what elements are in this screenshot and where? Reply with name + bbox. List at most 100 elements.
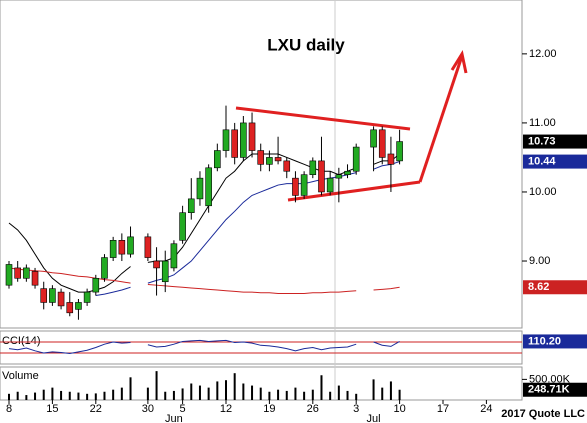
arrow-line xyxy=(418,55,464,183)
price-panel xyxy=(0,0,523,329)
candle-body xyxy=(335,174,343,179)
x-tick-label: 3 xyxy=(353,403,359,415)
volume-bar xyxy=(42,389,45,400)
volume-bar xyxy=(68,391,71,400)
candle-body xyxy=(187,198,195,213)
lower-trendline xyxy=(287,180,421,202)
month-label: Jul xyxy=(367,413,381,423)
candle-body xyxy=(49,288,56,303)
volume-bar xyxy=(8,393,10,400)
candle-body xyxy=(266,157,273,165)
volume-bar xyxy=(329,391,332,400)
x-tick-label: 5 xyxy=(180,403,186,415)
volume-bar xyxy=(34,392,37,400)
candle-body xyxy=(326,177,334,193)
candle-body xyxy=(352,146,360,172)
candle-body xyxy=(101,257,108,279)
volume-bar xyxy=(294,387,297,400)
volume-bar xyxy=(190,383,193,400)
volume-bar xyxy=(216,381,219,400)
volume-bar xyxy=(337,385,340,400)
volume-bar xyxy=(94,393,97,400)
candle-body xyxy=(318,160,325,193)
volume-bar xyxy=(146,387,149,400)
moving-average xyxy=(95,161,400,297)
candle-body xyxy=(274,157,282,162)
candle-body xyxy=(5,264,13,286)
volume-bar xyxy=(198,385,201,400)
copyright: 2017 Quote LLC xyxy=(501,408,585,420)
moving-average xyxy=(8,267,400,294)
x-tick-label: 10 xyxy=(393,403,405,415)
x-tick-label: 24 xyxy=(480,403,492,415)
candle-body xyxy=(248,122,256,151)
volume-bar xyxy=(16,391,19,400)
candle-body xyxy=(66,302,74,314)
candle-body xyxy=(127,236,134,255)
price-badge-label: 10.44 xyxy=(528,155,556,167)
candle-body xyxy=(396,141,403,162)
x-tick-label: 30 xyxy=(142,403,154,415)
price-badge xyxy=(523,280,587,295)
volume-bar xyxy=(285,390,288,400)
y-tick-label: 10.00 xyxy=(529,186,557,198)
x-tick-label: 8 xyxy=(6,403,12,415)
volume-bar xyxy=(389,381,392,400)
candle-body xyxy=(23,267,30,279)
candle-body xyxy=(222,129,230,151)
candle-body xyxy=(57,291,65,307)
volume-bar xyxy=(259,387,262,400)
candle-body xyxy=(309,160,317,176)
volume-bar xyxy=(311,389,314,400)
volume-bar xyxy=(164,391,167,400)
upper-trendline xyxy=(235,106,411,131)
price-badge-label: 10.73 xyxy=(528,135,556,147)
volume-badge-label: 248.71K xyxy=(528,384,570,396)
candle-body xyxy=(40,288,48,303)
candle-body xyxy=(214,150,221,169)
cci-label: CCI(14) xyxy=(2,335,41,347)
volume-bar xyxy=(129,377,132,400)
price-badge xyxy=(523,134,587,149)
candle-body xyxy=(344,170,351,176)
volume-bar xyxy=(372,379,375,400)
volume-bar xyxy=(155,371,158,400)
candle-body xyxy=(75,302,82,310)
volume-bar xyxy=(233,373,236,400)
chart-title: LXU daily xyxy=(267,35,345,54)
x-tick-label: 15 xyxy=(46,403,58,415)
candle-body xyxy=(31,271,39,286)
candle-body xyxy=(179,212,186,241)
arrow-head xyxy=(450,50,468,74)
volume-bar xyxy=(112,389,115,400)
volume-bar xyxy=(172,390,175,400)
volume-bar xyxy=(51,387,54,400)
volume-bar xyxy=(346,390,349,400)
volume-badge xyxy=(523,382,587,397)
volume-bar xyxy=(277,389,280,400)
candle-body xyxy=(170,243,178,269)
volume-tick-label: 500.00K xyxy=(529,373,571,385)
candle-body xyxy=(378,129,386,158)
candle-body xyxy=(257,150,265,165)
volume-bar xyxy=(225,380,227,400)
x-tick-label: 17 xyxy=(437,403,449,415)
candle-body xyxy=(14,267,21,279)
volume-bar xyxy=(268,391,271,400)
volume-bar xyxy=(303,391,306,400)
volume-bar xyxy=(355,393,358,400)
candle-body xyxy=(240,122,247,158)
candle-body xyxy=(292,177,299,196)
candle-body xyxy=(92,277,100,293)
volume-bar xyxy=(86,393,89,400)
candle-body xyxy=(83,291,91,303)
cci-line xyxy=(8,339,400,355)
volume-bar xyxy=(251,385,254,400)
cci-badge-label: 110.20 xyxy=(528,335,561,347)
candle-body xyxy=(109,240,117,258)
volume-bar xyxy=(242,383,245,400)
candle-body xyxy=(144,236,152,258)
x-tick-label: 12 xyxy=(220,403,232,415)
month-label: Jun xyxy=(165,413,183,423)
